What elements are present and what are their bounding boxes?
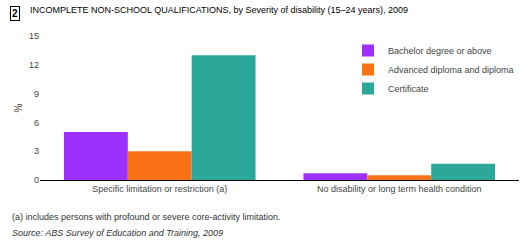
svg-text:9: 9: [34, 89, 39, 99]
svg-text:0: 0: [34, 175, 39, 185]
svg-text:No disability or long term hea: No disability or long term health condit…: [317, 184, 482, 194]
svg-text:6: 6: [34, 118, 39, 128]
svg-text:Specific limitation or restric: Specific limitation or restriction (a): [92, 184, 227, 194]
svg-text:15: 15: [29, 31, 39, 41]
svg-text:%: %: [13, 103, 24, 112]
svg-text:Source: ABS Survey of Educatio: Source: ABS Survey of Education and Trai…: [12, 228, 223, 238]
svg-text:12: 12: [29, 60, 39, 70]
svg-text:Certificate: Certificate: [388, 84, 429, 94]
svg-text:INCOMPLETE NON-SCHOOL QUALIFIC: INCOMPLETE NON-SCHOOL QUALIFICATIONS, by…: [30, 5, 408, 15]
svg-text:(a) includes persons with prof: (a) includes persons with profound or se…: [12, 212, 281, 222]
svg-text:2: 2: [12, 8, 18, 19]
svg-text:3: 3: [34, 146, 39, 156]
svg-text:Bachelor degree or above: Bachelor degree or above: [388, 46, 492, 56]
svg-text:Advanced diploma and diploma: Advanced diploma and diploma: [388, 65, 514, 75]
